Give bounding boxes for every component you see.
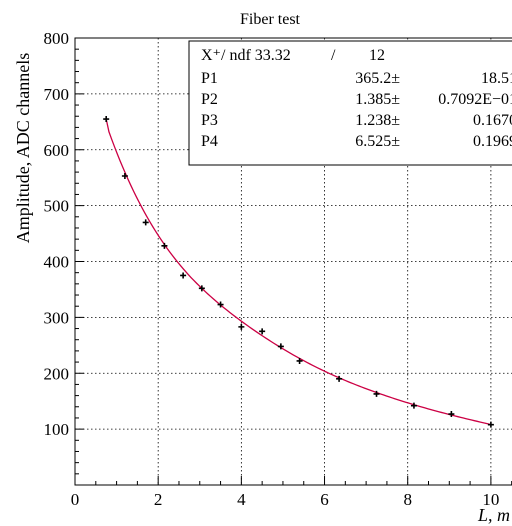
stats-param-name: P3 (201, 112, 218, 129)
data-point (103, 116, 110, 123)
chart-title: Fiber test (240, 11, 301, 28)
y-tick-label: 400 (44, 253, 70, 272)
y-tick-label: 200 (44, 364, 70, 383)
stats-param-value: 365.2± (355, 70, 400, 87)
y-tick-label: 700 (44, 85, 70, 104)
stats-header-value: 12 (369, 47, 385, 64)
x-tick-label: 6 (320, 490, 329, 509)
data-point (180, 272, 187, 279)
data-point (198, 285, 205, 292)
data-point (448, 411, 455, 418)
stats-param-error: 18.51 (481, 70, 512, 87)
x-tick-label: 2 (154, 490, 163, 509)
y-axis-label: Amplitude, ADC channels (13, 53, 33, 243)
y-tick-label: 500 (44, 197, 70, 216)
stats-param-name: P4 (201, 133, 218, 150)
data-point (121, 173, 128, 180)
x-tick-label: 8 (403, 490, 412, 509)
stats-param-value: 1.238± (355, 112, 400, 129)
y-tick-label: 600 (44, 141, 70, 160)
data-point (259, 328, 266, 335)
data-point (238, 323, 245, 330)
y-tick-label: 800 (44, 29, 70, 48)
x-axis-label: L, m (477, 505, 510, 525)
data-point (336, 375, 343, 382)
data-points (103, 116, 494, 428)
data-point (373, 390, 380, 397)
x-tick-labels: 0 2 4 6 8 10 (71, 490, 500, 509)
stats-param-error: 0.1670 (473, 112, 512, 129)
y-tick-label: 300 (44, 308, 70, 327)
y-tick-labels: 100 200 300 400 500 600 700 800 (44, 29, 70, 439)
x-tick-label: 0 (71, 490, 80, 509)
y-tick-label: 100 (44, 420, 70, 439)
x-tick-label: 10 (482, 490, 499, 509)
data-point (296, 357, 303, 364)
stats-box: X⁺/ ndf 33.32 / 12 P1 365.2± 18.51 P2 1.385±… (188, 40, 512, 166)
data-point (410, 402, 417, 409)
stats-box-frame (188, 40, 512, 166)
stats-header-separator: / (331, 47, 336, 64)
stats-param-error: 0.7092E−01 (438, 91, 512, 108)
data-point (161, 242, 168, 249)
stats-param-value: 1.385± (355, 91, 400, 108)
axis-ticks (74, 37, 512, 485)
data-point (142, 219, 149, 226)
stats-rows: P1 365.2± 18.51 P2 1.385± 0.7092E−01 P3 1.238± 0… (201, 70, 512, 150)
stats-param-error: 0.1969 (473, 133, 512, 150)
stats-header-label: X⁺/ ndf 33.32 (201, 47, 291, 64)
stats-param-name: P2 (201, 91, 218, 108)
stats-param-value: 6.525± (355, 133, 400, 150)
data-point (487, 421, 494, 428)
data-point (277, 343, 284, 350)
x-tick-label: 4 (237, 490, 246, 509)
grid-layer (75, 38, 512, 485)
data-point (217, 301, 224, 308)
stats-param-name: P1 (201, 70, 218, 87)
fit-curve (105, 118, 492, 426)
